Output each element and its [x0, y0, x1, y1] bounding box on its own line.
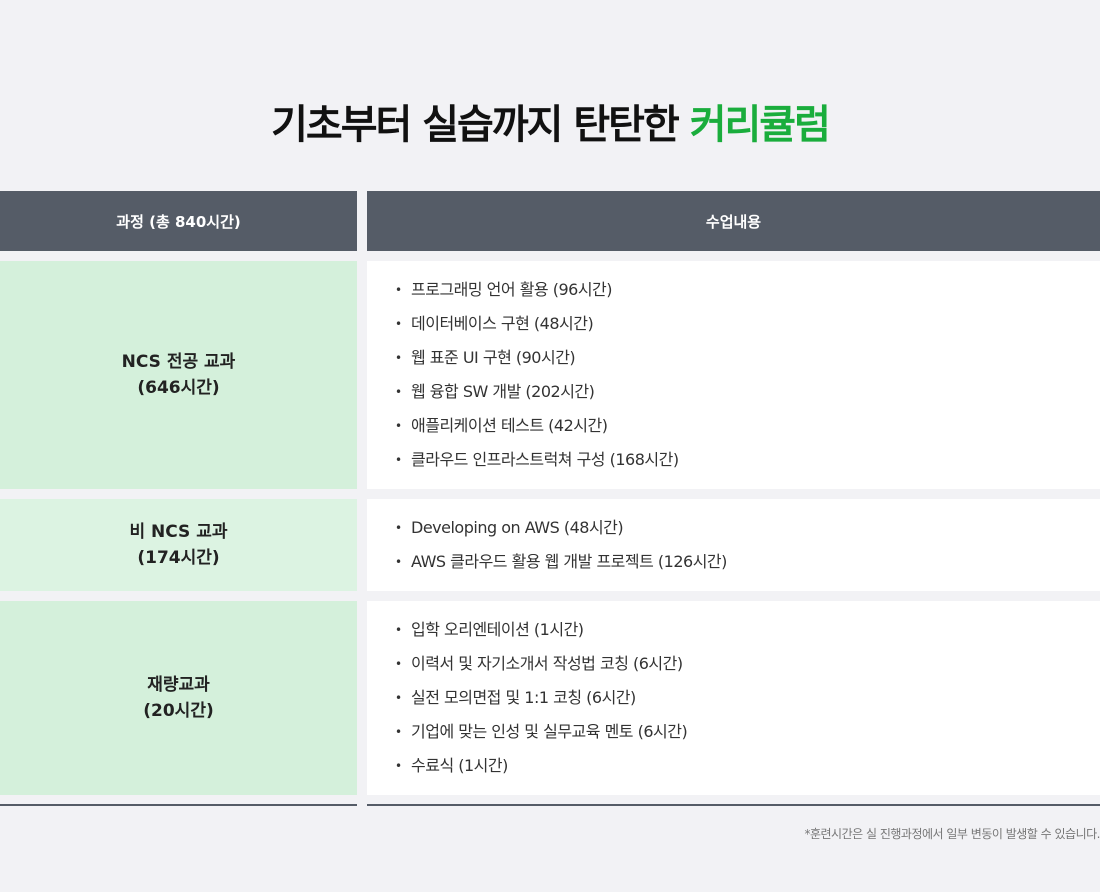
course-item: 이력서 및 자기소개서 작성법 코칭 (6시간) — [395, 647, 687, 681]
course-name-line1: 비 NCS 교과 — [129, 522, 228, 542]
course-content-elective: 입학 오리엔테이션 (1시간)이력서 및 자기소개서 작성법 코칭 (6시간)실… — [367, 601, 1100, 795]
course-items: 입학 오리엔테이션 (1시간)이력서 및 자기소개서 작성법 코칭 (6시간)실… — [395, 613, 688, 783]
course-name-elective: 재량교과 (20시간) — [0, 601, 357, 795]
course-content-ncs: 프로그래밍 언어 활용 (96시간)데이터베이스 구현 (48시간)웹 표준 U… — [367, 261, 1100, 489]
course-item: 입학 오리엔테이션 (1시간) — [395, 613, 687, 647]
course-items: Developing on AWS (48시간)AWS 클라우드 활용 웹 개발… — [395, 511, 727, 579]
course-item: 수료식 (1시간) — [395, 749, 687, 783]
title-main: 기초부터 실습까지 탄탄한 — [271, 102, 690, 148]
course-item: 웹 표준 UI 구현 (90시간) — [395, 341, 679, 375]
page-title: 기초부터 실습까지 탄탄한 커리큘럼 — [0, 92, 1100, 150]
course-name-line1: NCS 전공 교과 — [121, 352, 236, 372]
course-item: 프로그래밍 언어 활용 (96시간) — [395, 273, 679, 307]
course-item: Developing on AWS (48시간) — [395, 511, 727, 545]
title-accent: 커리큘럼 — [689, 102, 831, 148]
course-item: 실전 모의면접 및 1:1 코칭 (6시간) — [395, 681, 687, 715]
course-name-line1: 재량교과 — [147, 675, 210, 695]
course-item: 웹 융합 SW 개발 (202시간) — [395, 375, 679, 409]
course-name-non-ncs: 비 NCS 교과 (174시간) — [0, 499, 357, 591]
course-hours: (20시간) — [143, 701, 214, 721]
footnote: *훈련시간은 실 진행과정에서 일부 변동이 발생할 수 있습니다. — [804, 827, 1100, 841]
course-item: 애플리케이션 테스트 (42시간) — [395, 409, 679, 443]
course-name-ncs: NCS 전공 교과 (646시간) — [0, 261, 357, 489]
course-item: AWS 클라우드 활용 웹 개발 프로젝트 (126시간) — [395, 545, 727, 579]
header-content: 수업내용 — [367, 191, 1100, 251]
divider — [367, 804, 1100, 806]
course-items: 프로그래밍 언어 활용 (96시간)데이터베이스 구현 (48시간)웹 표준 U… — [395, 273, 679, 477]
course-hours: (174시간) — [137, 548, 220, 568]
course-item: 데이터베이스 구현 (48시간) — [395, 307, 679, 341]
divider — [0, 804, 357, 806]
course-item: 기업에 맞는 인성 및 실무교육 멘토 (6시간) — [395, 715, 688, 749]
course-content-non-ncs: Developing on AWS (48시간)AWS 클라우드 활용 웹 개발… — [367, 499, 1100, 591]
course-item: 클라우드 인프라스트럭쳐 구성 (168시간) — [395, 443, 679, 477]
header-course: 과정 (총 840시간) — [0, 191, 357, 251]
course-hours: (646시간) — [137, 378, 220, 398]
